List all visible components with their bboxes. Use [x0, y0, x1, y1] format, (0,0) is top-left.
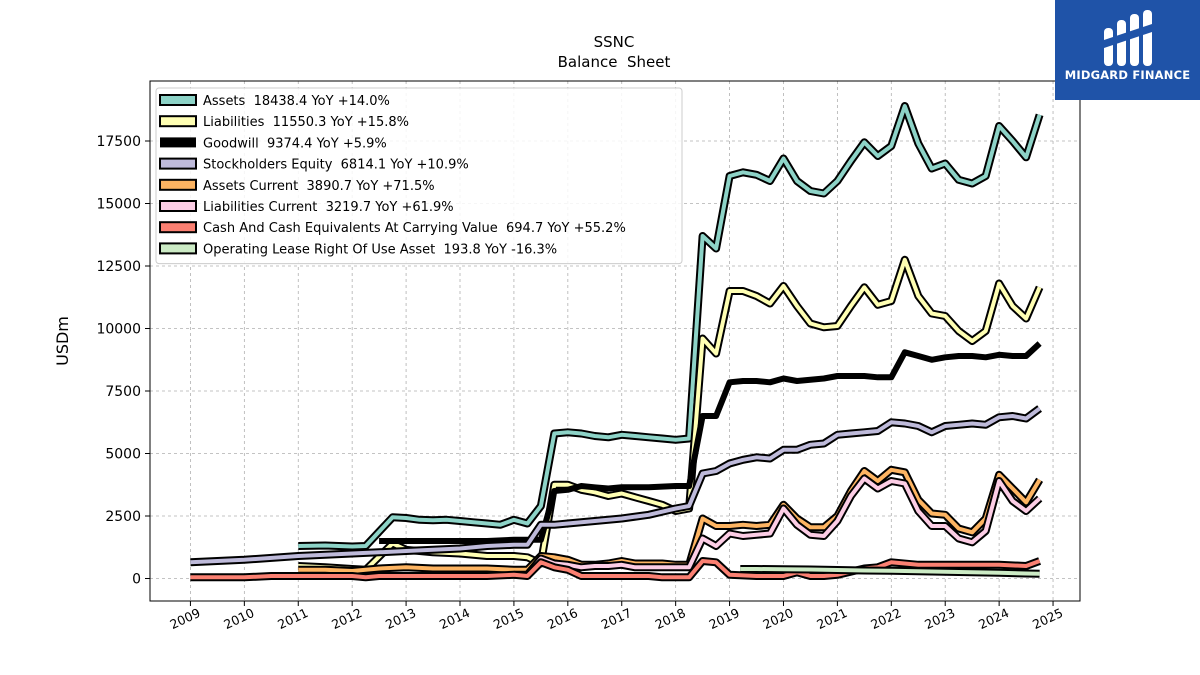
- y-axis-label: USDm: [53, 316, 72, 366]
- y-tick-label: 10000: [96, 322, 141, 338]
- x-tick-label: 2013: [383, 605, 418, 632]
- x-tick-label: 2022: [868, 605, 903, 632]
- y-tick-label: 15000: [96, 197, 141, 213]
- series-1-line: [298, 104, 1042, 549]
- x-tick-label: 2020: [760, 605, 795, 632]
- legend-label: Cash And Cash Equivalents At Carrying Va…: [203, 221, 626, 236]
- legend-label: Operating Lease Right Of Use Asset 193.8…: [203, 242, 557, 257]
- y-tick-label: 17500: [96, 134, 141, 150]
- series-3-line: [379, 341, 1042, 544]
- x-tick-label: 2016: [545, 605, 580, 632]
- series-2-line: [298, 257, 1042, 572]
- x-tick-label: 2010: [221, 605, 256, 632]
- series-8-line: [740, 567, 1040, 576]
- x-tick-label: 2014: [437, 605, 472, 632]
- y-tick-label: 7500: [105, 384, 141, 400]
- x-tick-label: 2018: [653, 605, 688, 632]
- x-tick-label: 2012: [329, 605, 364, 632]
- y-tick-label: 5000: [105, 447, 141, 463]
- x-tick-label: 2025: [1030, 605, 1065, 632]
- x-tick-label: 2017: [599, 605, 634, 632]
- x-tick-label: 2011: [275, 605, 310, 632]
- legend-swatch: [159, 178, 197, 191]
- plot-area: [190, 102, 1044, 582]
- x-tick-label: 2023: [922, 605, 957, 632]
- legend-label: Stockholders Equity 6814.1 YoY +10.9%: [203, 158, 469, 173]
- legend-label: Assets Current 3890.7 YoY +71.5%: [203, 179, 435, 194]
- y-tick-label: 2500: [105, 509, 141, 525]
- series-5-line: [298, 467, 1042, 573]
- legend-swatch: [160, 137, 196, 148]
- legend-label: Goodwill 9374.4 YoY +5.9%: [203, 136, 387, 151]
- legend-label: Liabilities 11550.3 YoY +15.8%: [203, 115, 409, 130]
- x-tick-label: 2024: [976, 605, 1011, 632]
- legend-swatch: [159, 242, 197, 255]
- brand-logo-icon: [1104, 10, 1152, 66]
- legend-swatch: [159, 221, 197, 234]
- legend-label: Assets 18438.4 YoY +14.0%: [203, 94, 390, 109]
- chart-title: SSNC: [594, 33, 635, 51]
- x-tick-label: 2015: [491, 605, 526, 632]
- y-tick-label: 12500: [96, 259, 141, 275]
- brand-name: MIDGARD FINANCE: [1064, 68, 1191, 82]
- x-axis: 2009 2010 2011 2012 2013 2014 2015 2016 2017 2018…: [167, 601, 1065, 632]
- legend-label: Liabilities Current 3219.7 YoY +61.9%: [203, 200, 454, 215]
- series-4-line: [190, 406, 1041, 565]
- x-tick-label: 2019: [707, 605, 742, 632]
- legend-swatch: [159, 200, 197, 212]
- plot-frame: [149, 80, 1081, 602]
- legend-swatch: [159, 115, 197, 128]
- legend: Assets 18438.4 YoY +14.0% Liabilities 115…: [155, 87, 683, 265]
- x-tick-label: 2021: [814, 605, 849, 632]
- x-tick-label: 2009: [167, 605, 202, 632]
- brand-logo: MIDGARD FINANCE: [1055, 0, 1200, 100]
- legend-box: [155, 87, 683, 265]
- legend-swatch: [159, 94, 197, 106]
- chart-subtitle: Balance Sheet: [558, 53, 671, 71]
- y-axis: 0 2500 5000 7500 10000 12500 15000 17500: [96, 134, 150, 588]
- y-tick-label: 0: [132, 572, 141, 588]
- legend-swatch: [159, 157, 197, 170]
- series-6-line: [513, 476, 1041, 577]
